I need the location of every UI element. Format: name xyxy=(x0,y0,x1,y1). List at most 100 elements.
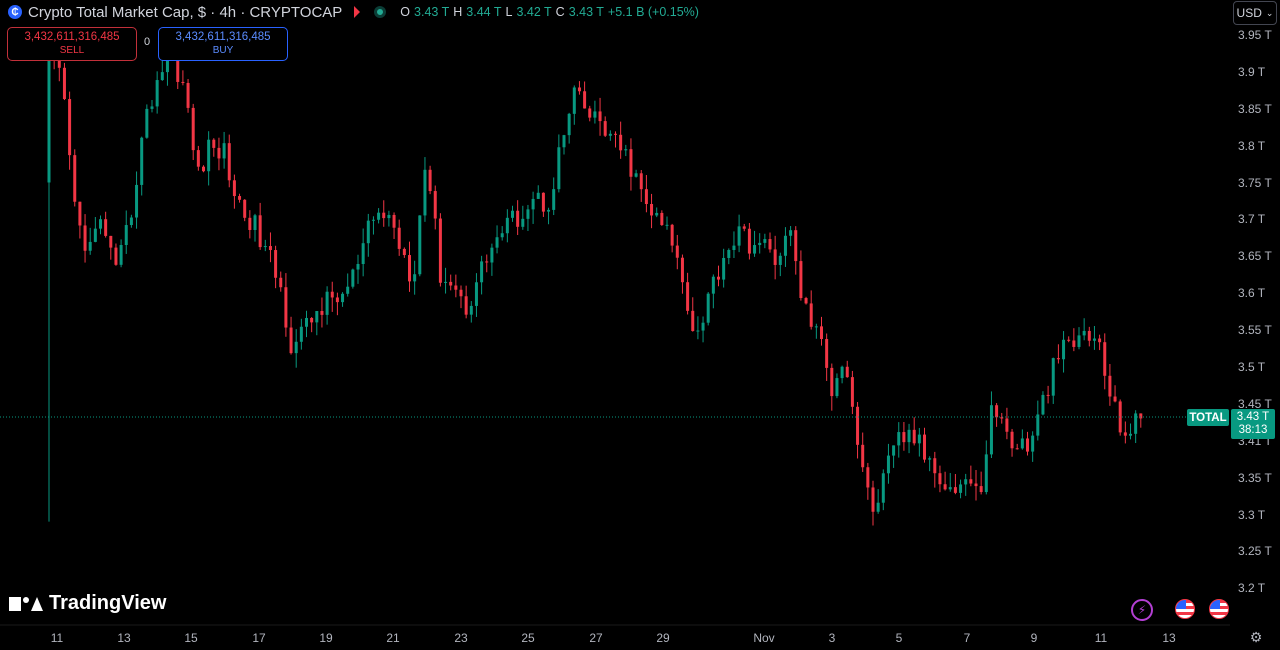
time-axis-label: 7 xyxy=(963,631,971,645)
time-axis-label: 27 xyxy=(589,631,603,645)
candle-body xyxy=(500,233,504,238)
market-status-icon[interactable] xyxy=(374,6,387,18)
price-axis-label: 3.25 T xyxy=(1238,544,1272,558)
candle-body xyxy=(402,248,406,256)
candle-body xyxy=(722,257,726,280)
price-axis-label: 3.7 T xyxy=(1238,212,1266,226)
candle-body xyxy=(140,137,144,185)
candle-body xyxy=(428,169,432,192)
candle-body xyxy=(521,218,525,227)
candle-body xyxy=(485,261,489,263)
candle-body xyxy=(727,250,731,258)
candle-body xyxy=(418,215,422,275)
candle-body xyxy=(747,228,751,254)
price-axis-label: 3.95 T xyxy=(1238,28,1272,42)
candle-body xyxy=(392,214,396,228)
close-label: C xyxy=(555,5,565,19)
candle-body xyxy=(783,235,787,256)
us-flag-event-icon[interactable] xyxy=(1209,599,1229,619)
bitcoin-coin-icon[interactable]: ₵ xyxy=(8,5,22,19)
candle-body xyxy=(346,286,350,294)
candle-body xyxy=(686,282,690,311)
candle-body xyxy=(155,80,159,107)
candle-body xyxy=(1031,435,1035,452)
sell-button[interactable]: 3,432,611,316,485 SELL xyxy=(7,27,137,61)
candle-body xyxy=(191,107,195,151)
candle-body xyxy=(160,72,164,81)
candle-body xyxy=(310,317,314,323)
candle-body xyxy=(608,133,612,136)
candle-body xyxy=(284,287,288,328)
candle-body xyxy=(1072,340,1076,347)
lightning-event-icon[interactable]: ⚡ xyxy=(1131,599,1153,621)
candle-body xyxy=(480,261,484,283)
candle-body xyxy=(886,455,890,474)
chart-legend-header: ₵ Crypto Total Market Cap, $ · 4h · CRYP… xyxy=(8,2,699,22)
time-axis-label: 3 xyxy=(828,631,836,645)
candle-body xyxy=(62,67,66,100)
price-axis-label: 3.35 T xyxy=(1238,471,1272,485)
candle-body xyxy=(943,484,947,490)
candle-body xyxy=(912,429,916,444)
candle-body xyxy=(732,245,736,251)
candle-body xyxy=(547,209,551,212)
candle-body xyxy=(243,199,247,218)
candle-body xyxy=(99,219,102,229)
time-axis-label: 5 xyxy=(895,631,903,645)
price-axis-label: 3.45 T xyxy=(1238,397,1272,411)
candle-body xyxy=(305,317,308,327)
candle-body xyxy=(1087,330,1091,341)
candle-body xyxy=(598,111,602,122)
buy-button[interactable]: 3,432,611,316,485 BUY xyxy=(158,27,288,61)
candle-body xyxy=(567,113,571,136)
candle-body xyxy=(619,134,623,151)
tradingview-logo[interactable]: TradingView xyxy=(9,592,166,615)
candle-body xyxy=(850,377,854,407)
candle-body xyxy=(150,106,154,109)
candle-body xyxy=(1082,330,1086,336)
candle-body xyxy=(526,209,530,219)
candle-body xyxy=(650,204,654,216)
price-axis-label: 3.3 T xyxy=(1238,508,1266,522)
candle-body xyxy=(227,143,231,181)
time-axis-label: 29 xyxy=(656,631,670,645)
candle-body xyxy=(207,139,211,172)
candle-body xyxy=(639,173,643,190)
candle-body xyxy=(680,257,684,283)
candle-body xyxy=(881,473,885,503)
time-axis-label: 11 xyxy=(1094,631,1108,645)
candle-body xyxy=(660,212,664,226)
us-flag-event-icon[interactable] xyxy=(1175,599,1195,619)
candle-body xyxy=(258,215,262,248)
candle-body xyxy=(505,217,509,234)
candle-body xyxy=(557,147,561,190)
flag-icon[interactable] xyxy=(354,6,361,18)
price-axis-label: 3.5 T xyxy=(1238,360,1266,374)
candle-body xyxy=(835,378,839,397)
symbol-title[interactable]: Crypto Total Market Cap, $ · 4h · CRYPTO… xyxy=(28,3,343,21)
candle-body xyxy=(861,444,865,468)
candle-body xyxy=(871,487,875,512)
sell-price: 3,432,611,316,485 xyxy=(24,31,120,43)
candle-body xyxy=(165,56,169,73)
candle-body xyxy=(387,214,391,219)
candle-body xyxy=(1103,342,1107,376)
candle-body xyxy=(938,473,942,485)
candle-body xyxy=(474,282,478,306)
candle-body xyxy=(397,227,401,249)
candle-body xyxy=(1113,396,1117,402)
candle-body xyxy=(464,296,468,315)
close-value: 3.43 T xyxy=(568,5,604,19)
candle-body xyxy=(413,274,417,282)
candle-body xyxy=(979,486,983,493)
candle-body xyxy=(454,285,458,290)
candle-body xyxy=(995,405,999,418)
currency-selector[interactable]: USD ⌄ xyxy=(1233,1,1277,25)
low-value: 3.42 T xyxy=(516,5,552,19)
candle-body xyxy=(320,311,324,315)
candle-body xyxy=(341,293,345,303)
candle-body xyxy=(88,241,92,251)
settings-gear-icon[interactable]: ⚙ xyxy=(1249,628,1263,645)
candle-body xyxy=(1010,431,1014,449)
